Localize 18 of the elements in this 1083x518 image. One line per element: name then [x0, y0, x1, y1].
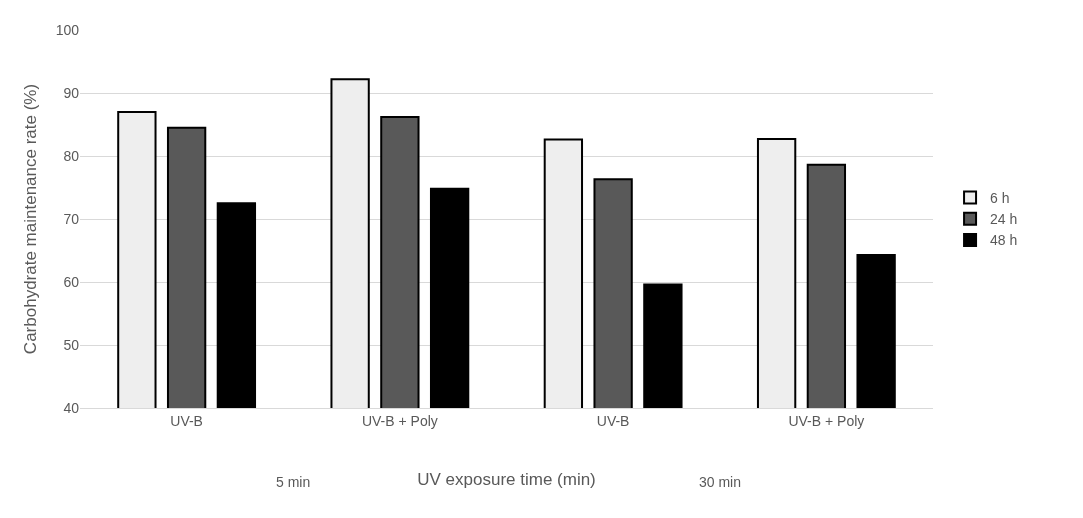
x-tick-label: UV-B [596, 412, 630, 429]
x-axis-title: UV exposure time (min) [417, 470, 596, 490]
y-tick-label: 50 [63, 336, 80, 353]
legend-label: 48 h [990, 232, 1018, 249]
y-tick-label: 90 [63, 84, 80, 101]
x-tick-label: UV-B + Poly [788, 412, 865, 429]
text: 5 min [276, 474, 311, 490]
y-tick-label: 40 [63, 399, 80, 416]
y-axis-title: Carbohydrate maintenance rate (%) [21, 83, 40, 355]
x-tick-label: UV-B + Poly [361, 412, 438, 429]
legend-label: 6 h [990, 190, 1010, 207]
legend-label: 24 h [990, 211, 1018, 228]
x-tick-label: UV-B [170, 412, 203, 429]
y-tick-label: 80 [63, 147, 80, 164]
y-tick-label: 100 [55, 21, 80, 38]
text: 30 min [699, 474, 742, 490]
y-tick-label: 60 [63, 273, 80, 290]
y-tick-label: 70 [63, 210, 80, 227]
